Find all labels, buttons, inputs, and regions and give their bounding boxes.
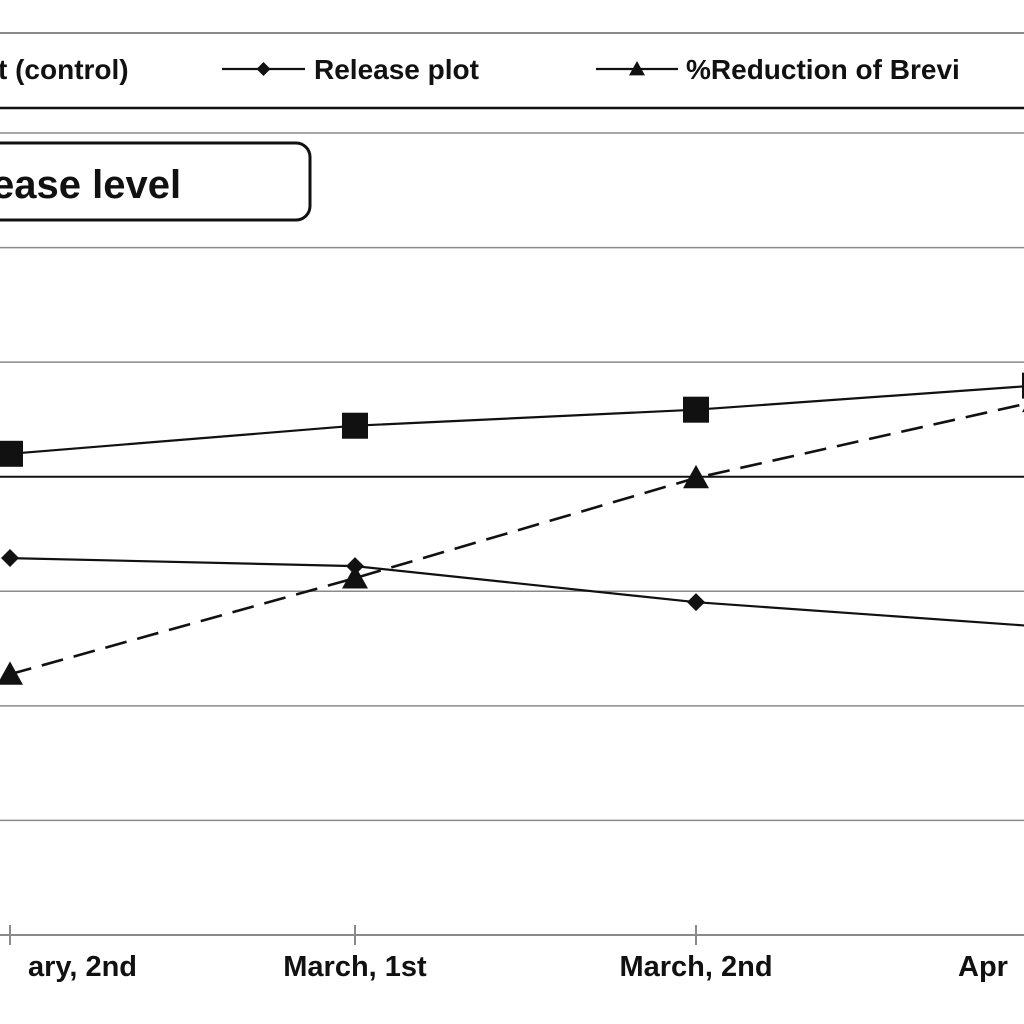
series-1-point — [687, 593, 705, 612]
x-axis: ary, 2nd March, 1st March, 2nd Apr — [0, 925, 1024, 983]
series-0-point — [683, 396, 709, 423]
series-line-2 — [9, 402, 1024, 676]
series-1-point — [1, 549, 19, 568]
legend-marker — [256, 62, 271, 76]
x-tick-label: ary, 2nd — [28, 951, 137, 983]
legend-label: t (control) — [0, 54, 129, 85]
series-line-0 — [9, 385, 1024, 455]
series-0-point — [342, 412, 368, 439]
series-2-point — [342, 565, 368, 589]
legend-label: Release plot — [314, 54, 479, 85]
series-0-point — [1022, 372, 1024, 399]
legend-label: %Reduction of Brevi — [686, 54, 960, 85]
badge-box — [0, 141, 312, 222]
series-2-point — [683, 464, 709, 489]
series-2-point — [0, 661, 23, 685]
badge-label: ease level — [0, 163, 181, 207]
grid-lines — [0, 246, 1024, 822]
series-0-point — [0, 440, 23, 467]
chart-badge: ease level — [0, 141, 312, 222]
series-layer — [0, 372, 1024, 685]
x-tick-label: Apr — [958, 951, 1008, 983]
x-tick-label: March, 1st — [283, 951, 427, 983]
legend-marker — [629, 61, 645, 76]
x-tick-label: March, 2nd — [619, 951, 772, 983]
legend: t (control) Release plot %Reduction of Bre… — [0, 54, 960, 85]
series-line-1 — [9, 557, 1024, 627]
